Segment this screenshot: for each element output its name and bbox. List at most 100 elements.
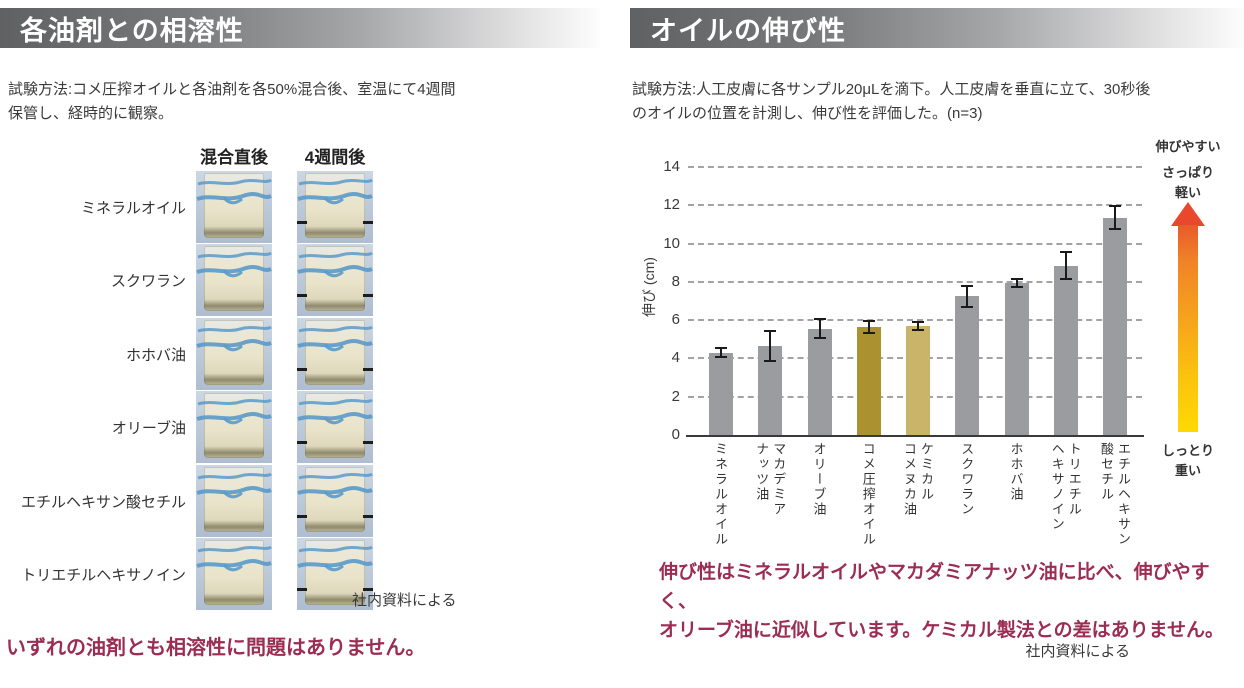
stick-left [297, 441, 307, 445]
error-bar [1064, 252, 1067, 279]
arrow-label-shittori: しっとり [1161, 443, 1214, 458]
row-label: スクワラン [110, 273, 186, 291]
right-section-title: オイルの伸び性 [650, 15, 846, 46]
error-bar-cap [961, 305, 974, 308]
error-bar [1015, 278, 1018, 287]
row-label: ホホバ油 [125, 346, 186, 364]
left-method-text: 試験方法:コメ圧搾オイルと各油剤を各50%混合後、室温にて4週間 保管し、経時的… [8, 78, 568, 126]
error-bar-cap [862, 320, 875, 323]
error-bar-cap [1109, 205, 1121, 208]
label-letters-decoration [297, 178, 373, 205]
left-section-title: 各油剤との相溶性 [20, 15, 244, 46]
error-bar-cap [764, 329, 777, 332]
sample-photo [196, 464, 272, 537]
error-bar-cap [764, 360, 777, 363]
column-header-after-mixing: 混合直後 [200, 148, 268, 167]
sample-photo [297, 538, 373, 610]
right-method-line1: 試験方法:人工皮膚に各サンプル20μLを滴下。人工皮膚を垂直に立て、30秒後 [632, 81, 1151, 98]
label-letters-decoration [297, 398, 373, 425]
left-source-note: 社内資料による [352, 592, 457, 609]
x-axis-line [686, 435, 1144, 437]
stick-right [363, 441, 373, 445]
stick-right [363, 367, 373, 371]
error-bar-cap [1010, 285, 1023, 288]
y-tick-label: 4 [671, 349, 680, 367]
right-conclusion-text: 伸び性はミネラルオイルやマカダミアナッツ油に比べ、伸びやすく、 オリーブ油に近似… [659, 558, 1244, 645]
label-letters-decoration [196, 398, 272, 425]
error-bar [818, 319, 821, 339]
label-letters-decoration [196, 178, 272, 205]
sample-photo [196, 171, 272, 243]
row-label: オリーブ油 [111, 420, 186, 438]
bar-3 [856, 326, 881, 435]
left-method-line1: 試験方法:コメ圧搾オイルと各油剤を各50%混合後、室温にて4週間 [8, 81, 456, 98]
error-bar-cap [1010, 277, 1023, 280]
label-letters-decoration [297, 472, 373, 498]
error-bar-cap [1059, 251, 1072, 254]
left-section-header: 各油剤との相溶性 [0, 8, 600, 48]
sample-photo [297, 464, 373, 537]
y-tick-label: 10 [663, 234, 680, 252]
x-category-label: スクワラン [959, 442, 975, 517]
error-bar-cap [912, 328, 924, 331]
bar-7 [1053, 265, 1078, 435]
sample-photo [297, 317, 373, 390]
error-bar [769, 330, 772, 362]
error-bar-cap [813, 337, 826, 340]
error-bar [867, 321, 870, 333]
column-header-after-4weeks: 4週間後 [304, 148, 366, 167]
spread-arrow-shaft [1178, 225, 1198, 432]
gridline [688, 280, 1142, 283]
y-tick-label: 6 [671, 311, 680, 329]
stick-right [363, 514, 373, 518]
stick-right [363, 294, 373, 298]
error-bar [720, 347, 722, 358]
x-category-label: トリエチル ヘキサノイン [1049, 442, 1082, 532]
x-category-label: ミネラルオイル [713, 442, 728, 547]
y-tick-label: 12 [663, 196, 680, 214]
left-conclusion-text: いずれの油剤とも相溶性に問題はありません。 [6, 637, 426, 659]
error-bar-cap [912, 321, 924, 324]
sample-photo [196, 391, 272, 464]
x-category-label: ケミカル コメヌカ油 [902, 442, 934, 517]
sample-photo [196, 244, 272, 317]
x-category-label: コメ圧搾オイル [860, 442, 876, 547]
y-tick-label: 8 [671, 272, 680, 290]
sample-photo [196, 317, 272, 390]
label-letters-decoration [196, 545, 272, 572]
right-conclusion-line1: 伸び性はミネラルオイルやマカダミアナッツ油に比べ、伸びやすく、 [659, 562, 1210, 612]
arrow-label-light: 軽い [1174, 185, 1201, 200]
y-tick-label: 0 [671, 426, 680, 443]
arrow-label-heavy: 重い [1174, 463, 1201, 478]
error-bar-cap [715, 356, 727, 359]
error-bar-cap [1109, 228, 1121, 231]
error-bar-cap [715, 346, 727, 349]
stick-right [363, 221, 373, 224]
row-label: トリエチルヘキサノイン [21, 567, 186, 584]
gridline [688, 204, 1142, 207]
label-letters-decoration [196, 325, 272, 352]
y-tick-label: 2 [671, 387, 680, 405]
x-category-label: ホホバ油 [1008, 442, 1024, 502]
right-method-text: 試験方法:人工皮膚に各サンプル20μLを滴下。人工皮膚を垂直に立て、30秒後 の… [632, 78, 1240, 126]
label-letters-decoration [196, 252, 272, 278]
error-bar [917, 322, 919, 330]
label-letters-decoration [297, 325, 373, 352]
arrow-label-easy-to-spread: 伸びやすい [1155, 139, 1221, 154]
bar-6 [1004, 282, 1029, 435]
error-bar [1114, 206, 1116, 230]
gridline [688, 166, 1142, 168]
row-label: エチルヘキサン酸セチル [20, 493, 186, 511]
x-category-label: エチルヘキサン 酸セチル [1099, 442, 1131, 547]
stick-right [363, 588, 373, 591]
error-bar [966, 285, 969, 307]
bar-8 [1103, 217, 1127, 435]
row-label: ミネラルオイル [80, 200, 186, 217]
bar-4 [906, 325, 930, 435]
sample-photo [196, 538, 272, 610]
right-method-line2: のオイルの位置を計測し、伸び性を評価した。(n=3) [632, 105, 983, 122]
error-bar-cap [813, 318, 826, 321]
sample-photo [297, 244, 373, 317]
y-tick-label: 14 [663, 158, 680, 175]
